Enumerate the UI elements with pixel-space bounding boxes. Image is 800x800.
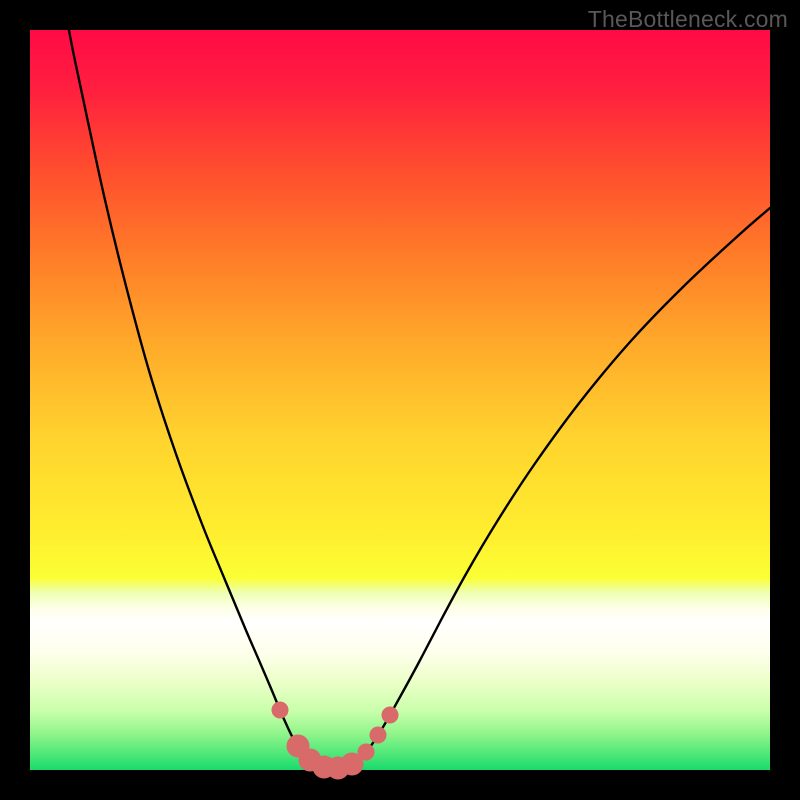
chart-stage: TheBottleneck.com bbox=[0, 0, 800, 800]
gradient-background bbox=[30, 30, 770, 770]
watermark-text: TheBottleneck.com bbox=[588, 6, 788, 33]
